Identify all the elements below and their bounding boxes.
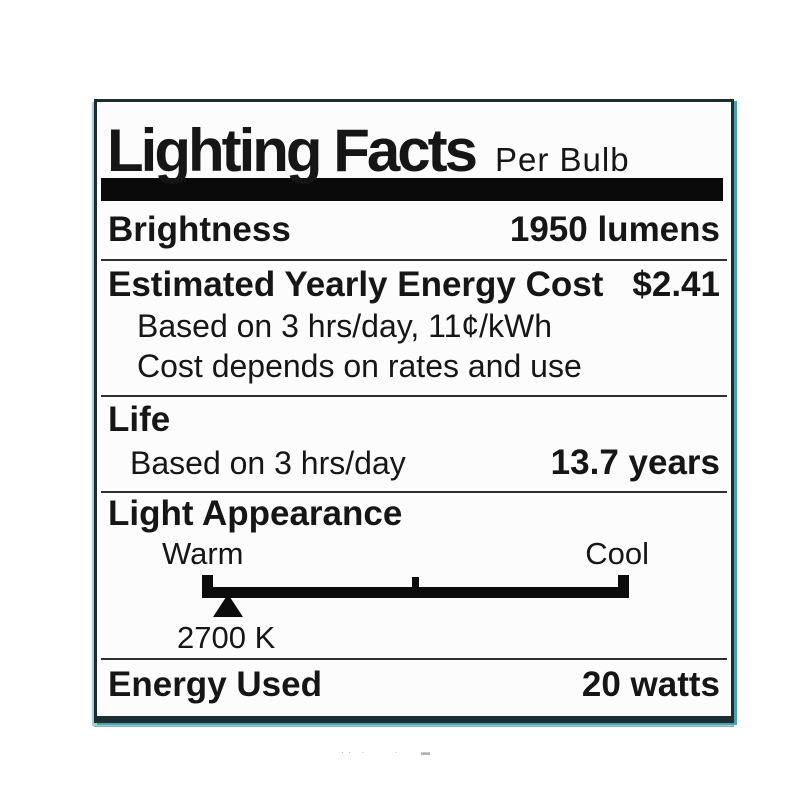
warm-cool-labels: Warm Cool [101,535,727,573]
energy-cost-basis: Based on 3 hrs/day, 11¢/kWh [137,308,553,344]
label-title: Lighting Facts [107,117,478,184]
energy-used-label: Energy Used [108,664,322,704]
energy-cost-label: Estimated Yearly Energy Cost [108,265,604,304]
life-section: Life Based on 3 hrs/day 13.7 years [101,397,727,493]
light-appearance-section: Light Appearance Warm Cool 2700 K [101,493,727,660]
label-subtitle: Per Bulb [494,141,630,178]
energy-cost-disclaimer: Cost depends on rates and use [137,348,582,384]
scale-tick-right [618,575,629,598]
kelvin-value: 2700 K [177,620,276,655]
energy-cost-value: $2.41 [632,265,720,304]
life-basis: Based on 3 hrs/day [130,445,406,481]
lighting-facts-label: Lighting Facts Per Bulb Brightness 1950 … [94,99,734,723]
life-label: Life [108,400,171,439]
scale-tick-middle [411,577,419,598]
cool-label: Cool [585,536,649,571]
color-temperature-scale [202,573,629,619]
kelvin-marker-triangle-icon [212,594,243,617]
life-row: Based on 3 hrs/day 13.7 years [108,441,720,485]
energy-used-value: 20 watts [581,664,720,704]
scale-bar [202,575,629,598]
warm-label: Warm [162,536,244,571]
scale-tick-left [202,575,213,598]
brightness-value: 1950 lumens [509,210,720,249]
life-value: 13.7 years [550,443,720,482]
brightness-label: Brightness [108,210,291,249]
cropped-text-artifact: ·· · · ▬ [341,747,434,757]
light-appearance-label: Light Appearance [108,494,403,533]
energy-cost-section: Estimated Yearly Energy Cost $2.41 Based… [101,261,727,397]
header-divider-bar [101,178,723,201]
energy-cost-row: Estimated Yearly Energy Cost $2.41 [108,264,720,306]
energy-used-row: Energy Used 20 watts [101,660,727,709]
label-header: Lighting Facts Per Bulb [97,102,731,184]
brightness-row: Brightness 1950 lumens [101,201,727,261]
